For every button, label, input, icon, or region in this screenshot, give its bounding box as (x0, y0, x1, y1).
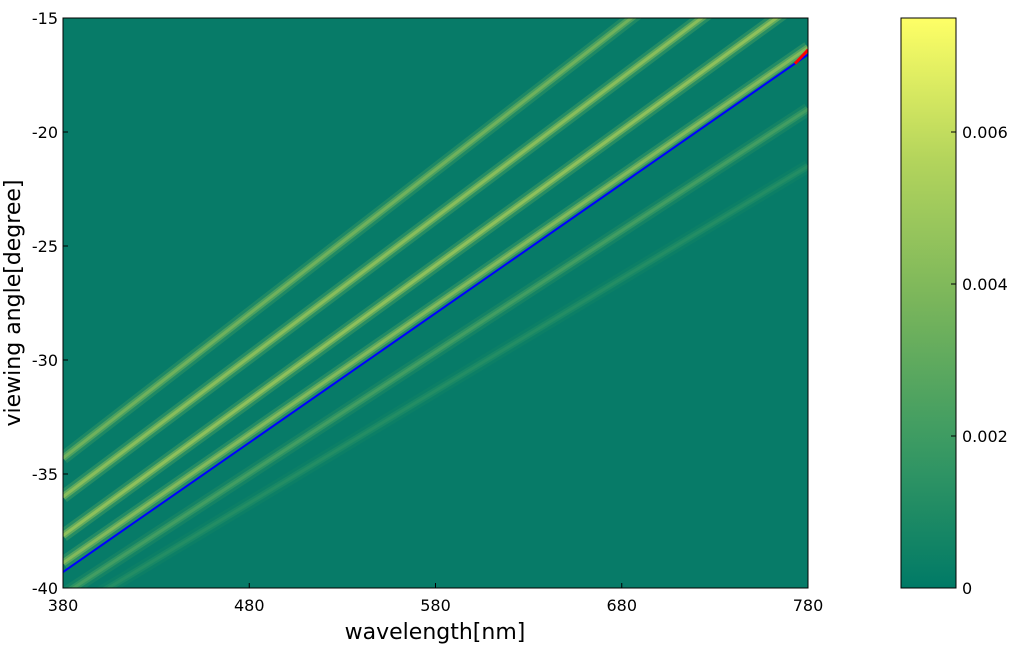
colorbar-tick-label: 0 (962, 579, 972, 598)
heatmap-ridge (63, 18, 642, 464)
y-tick-label: -15 (32, 9, 58, 28)
plot-area (63, 18, 808, 588)
y-tick-label: -35 (32, 465, 58, 484)
y-tick-label: -20 (32, 123, 58, 142)
colorbar-tick-label: 0.002 (962, 427, 1008, 446)
y-tick-label: -30 (32, 351, 58, 370)
colorbar-gradient (900, 17, 957, 589)
x-tick-label: 480 (234, 596, 265, 615)
heatmap-ridge (63, 103, 808, 588)
x-tick-label: 580 (420, 596, 451, 615)
x-tick-label: 680 (606, 596, 637, 615)
y-tick-label: -40 (32, 579, 58, 598)
heatmap-ridge (63, 42, 808, 569)
red-curve (793, 48, 808, 65)
colorbar: 0 0.002 0.004 0.006 (900, 17, 1008, 598)
axes: 380 480 580 680 780 -40 -35 -30 -25 -20 -15 (32, 9, 823, 615)
heatmap-ridge (95, 160, 808, 588)
colorbar-tick-label: 0.004 (962, 275, 1008, 294)
heatmap-ridge (63, 18, 713, 503)
x-tick-label: 780 (793, 596, 824, 615)
y-tick-label: -25 (32, 237, 58, 256)
blue-curve (63, 53, 808, 573)
colorbar-tick-label: 0.006 (962, 123, 1008, 142)
x-axis-title: wavelength[nm] (345, 620, 526, 645)
x-tick-label: 380 (48, 596, 79, 615)
y-axis-title: viewing angle[degree] (1, 180, 26, 427)
heatmap-ridge (63, 18, 788, 541)
